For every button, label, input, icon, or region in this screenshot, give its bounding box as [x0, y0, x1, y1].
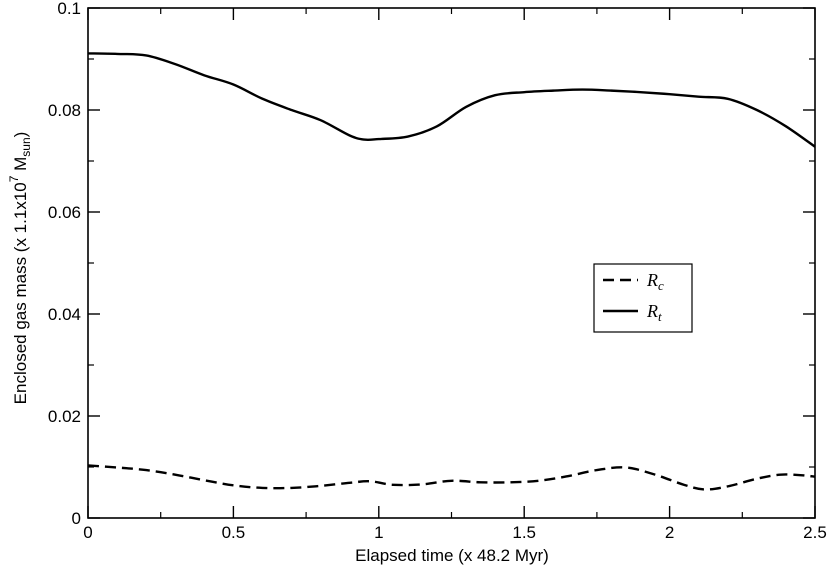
- legend-label-rc-main: R: [646, 270, 658, 290]
- legend: Rc Rt: [593, 263, 693, 333]
- y-tick-label: 0.1: [57, 0, 81, 18]
- tick-labels: 0 0.5 1 1.5 2 2.5 0 0.02 0.04 0.06 0.08 0.1: [48, 0, 827, 542]
- x-tick-label: 2: [665, 523, 674, 542]
- legend-label-rt-main: R: [646, 301, 658, 321]
- legend-label-rc-sub: c: [658, 278, 664, 293]
- svg-text:Enclosed gas mass (x 1.1x107 M: Enclosed gas mass (x 1.1x107 Msun): [7, 132, 33, 405]
- y-tick-label: 0.02: [48, 407, 81, 426]
- x-axis-label: Elapsed time (x 48.2 Myr): [355, 546, 549, 565]
- plot-frame: [87, 7, 816, 519]
- x-tick-label: 0.5: [222, 523, 246, 542]
- y-tick-label: 0.04: [48, 305, 81, 324]
- series-line-rc: [87, 464, 816, 491]
- x-tick-label: 0: [83, 523, 92, 542]
- y-tick-label: 0.08: [48, 101, 81, 120]
- series-lines: [87, 52, 816, 491]
- series-line-rt: [87, 52, 816, 148]
- x-tick-label: 1: [374, 523, 383, 542]
- x-tick-label: 2.5: [803, 523, 827, 542]
- y-tick-label: 0.06: [48, 203, 81, 222]
- y-axis-label-unit-sub: sun: [19, 137, 33, 156]
- y-axis-label-unit: M: [11, 157, 30, 176]
- y-axis-label-prefix: Enclosed gas mass (x 1.1x10: [11, 182, 30, 404]
- y-axis-label: Enclosed gas mass (x 1.1x107 Msun): [7, 132, 33, 405]
- legend-label-rc: Rc: [646, 270, 664, 293]
- legend-box: [593, 263, 693, 333]
- y-axis-label-exponent: 7: [7, 175, 21, 182]
- legend-label-rt: Rt: [646, 301, 662, 324]
- legend-label-rt-sub: t: [658, 309, 662, 324]
- x-tick-label: 1.5: [512, 523, 536, 542]
- tick-marks: [87, 7, 816, 519]
- y-tick-label: 0: [72, 509, 81, 528]
- y-axis-label-suffix: ): [11, 132, 30, 138]
